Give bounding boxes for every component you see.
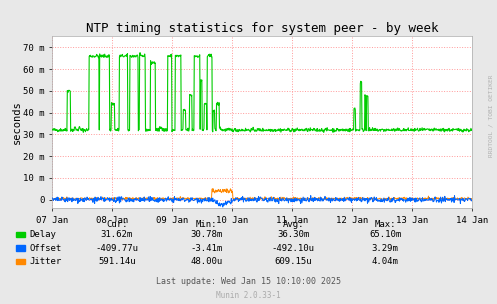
Text: -409.77u: -409.77u: [95, 244, 138, 253]
Text: 48.00u: 48.00u: [190, 257, 222, 266]
Text: 65.10m: 65.10m: [369, 230, 401, 239]
Jitter: [338, 196, 344, 200]
Delay: [49, 128, 55, 131]
Jitter: [220, 188, 226, 191]
Jitter: [49, 197, 55, 201]
Offset: [92, 195, 98, 199]
Delay: [378, 129, 384, 133]
Jitter: [209, 187, 215, 191]
Text: 591.14u: 591.14u: [98, 257, 136, 266]
Text: Last update: Wed Jan 15 10:10:00 2025: Last update: Wed Jan 15 10:10:00 2025: [156, 277, 341, 286]
Text: 609.15u: 609.15u: [274, 257, 312, 266]
Offset: [338, 198, 344, 201]
Text: Avg:: Avg:: [282, 220, 304, 230]
Delay: [137, 51, 143, 54]
Delay: [469, 128, 475, 131]
Text: Munin 2.0.33-1: Munin 2.0.33-1: [216, 291, 281, 300]
Offset: [219, 202, 225, 206]
Offset: [220, 205, 226, 209]
Line: Offset: Offset: [52, 195, 472, 207]
Delay: [338, 127, 344, 131]
Text: -3.41m: -3.41m: [190, 244, 222, 253]
Delay: [92, 54, 98, 58]
Text: 36.30m: 36.30m: [277, 230, 309, 239]
Jitter: [469, 197, 475, 201]
Delay: [235, 128, 241, 132]
Text: Max:: Max:: [374, 220, 396, 230]
Jitter: [378, 197, 384, 201]
Delay: [220, 128, 226, 131]
Text: Jitter: Jitter: [30, 257, 62, 266]
Offset: [378, 198, 384, 202]
Offset: [49, 196, 55, 200]
Delay: [385, 128, 391, 132]
Jitter: [385, 197, 391, 200]
Title: NTP timing statistics for system peer - by week: NTP timing statistics for system peer - …: [86, 22, 438, 35]
Text: 3.29m: 3.29m: [372, 244, 399, 253]
Jitter: [92, 197, 98, 201]
Offset: [385, 198, 391, 202]
Line: Delay: Delay: [52, 53, 472, 132]
Text: Delay: Delay: [30, 230, 57, 239]
Jitter: [153, 198, 159, 201]
Text: RRDTOOL / TOBI OETIKER: RRDTOOL / TOBI OETIKER: [489, 74, 494, 157]
Text: 30.78m: 30.78m: [190, 230, 222, 239]
Offset: [308, 194, 314, 197]
Offset: [469, 199, 475, 202]
Text: Offset: Offset: [30, 244, 62, 253]
Jitter: [235, 198, 241, 201]
Text: Min:: Min:: [195, 220, 217, 230]
Text: Cur:: Cur:: [106, 220, 128, 230]
Text: 4.04m: 4.04m: [372, 257, 399, 266]
Y-axis label: seconds: seconds: [11, 101, 22, 144]
Offset: [235, 196, 241, 200]
Text: -492.10u: -492.10u: [272, 244, 315, 253]
Delay: [321, 130, 327, 134]
Line: Jitter: Jitter: [52, 189, 472, 199]
Text: 31.62m: 31.62m: [101, 230, 133, 239]
